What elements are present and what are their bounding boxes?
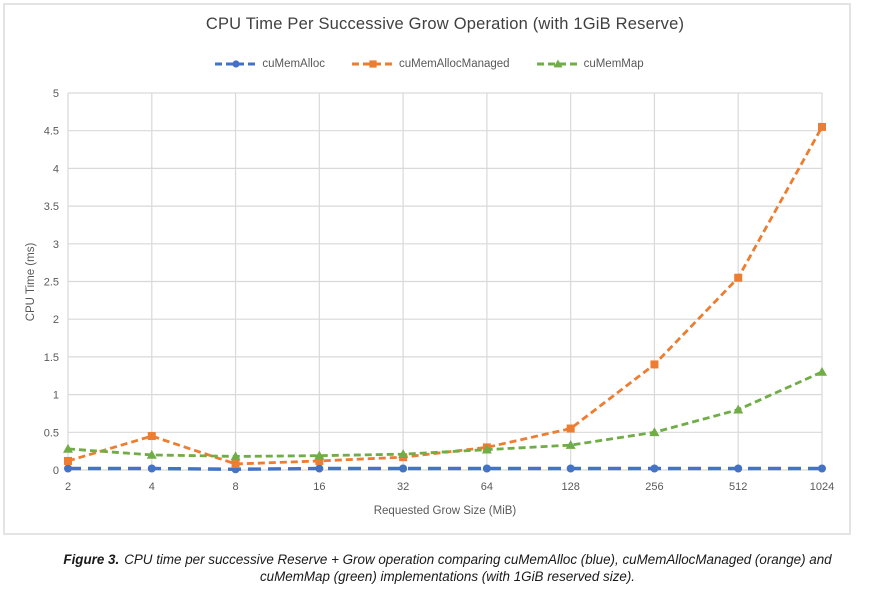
x-tick-label: 16 (313, 481, 325, 493)
data-point-cuMemMap (398, 449, 409, 458)
data-point-cuMemAlloc (566, 464, 575, 473)
data-point-cuMemAllocManaged (315, 456, 324, 465)
x-tick-label: 256 (645, 481, 663, 493)
plot-area: 0 0.5 1 1.5 2 2.5 3 3.5 4 4.5 5 2 4 8 16 32 64 128 256 512 1… (44, 88, 835, 493)
y-tick-label: 4 (53, 163, 59, 175)
y-tick-label: 1 (53, 390, 59, 402)
y-tick-label: 0.5 (44, 427, 59, 439)
legend-item-cuMemMap: cuMemMap (536, 57, 644, 71)
caption-text-line2: cuMemMap (green) implementations (with 1… (259, 569, 636, 584)
data-point-cuMemMap (553, 59, 563, 68)
x-tick-label: 32 (397, 481, 409, 493)
data-point-cuMemAlloc (64, 464, 72, 473)
legend-label: cuMemAllocManaged (398, 58, 510, 70)
x-tick-label: 1024 (810, 481, 834, 493)
chart-title: CPU Time Per Successive Grow Operation (… (205, 15, 685, 33)
data-point-cuMemAlloc (482, 464, 491, 473)
data-point-cuMemAllocManaged (64, 456, 72, 465)
x-tick-label: 64 (481, 481, 493, 493)
data-point-cuMemMap (817, 366, 827, 376)
data-point-cuMemMap (565, 440, 576, 449)
data-point-cuMemAlloc (734, 464, 743, 473)
data-point-cuMemMap (63, 443, 73, 453)
chart-container: 0 0.5 1 1.5 2 2.5 3 3.5 4 4.5 5 2 4 8 16 32 64 128 256 512 1… (3, 3, 851, 535)
legend-item-cuMemAlloc: cuMemAlloc (214, 57, 325, 71)
data-point-cuMemMap (733, 404, 744, 414)
x-tick-label: 2 (65, 481, 71, 493)
data-point-cuMemAllocManaged (369, 60, 377, 68)
y-tick-label: 5 (53, 88, 59, 100)
y-tick-label: 4.5 (44, 126, 59, 138)
x-tick-label: 128 (561, 481, 579, 493)
y-tick-label: 0 (53, 465, 59, 477)
data-point-cuMemAlloc (232, 60, 240, 68)
x-tick-label: 4 (149, 481, 155, 493)
legend-label: cuMemMap (583, 58, 644, 70)
data-point-cuMemAlloc (818, 464, 826, 473)
caption-text-line1: CPU time per successive Reserve + Grow o… (124, 552, 832, 567)
data-point-cuMemMap (481, 444, 492, 454)
chart-legend: cuMemAlloc cuMemAllocManaged cuMemMap (5, 57, 853, 71)
y-tick-label: 2.5 (44, 277, 59, 289)
data-point-cuMemMap (146, 449, 157, 459)
caption-label: Figure 3. (63, 552, 120, 567)
figure-caption: Figure 3. CPU time per successive Reserve… (0, 551, 895, 585)
x-tick-label: 512 (729, 481, 747, 493)
series-line-cuMemAllocManaged (67, 126, 824, 466)
legend-line-sample-cuMemAllocManaged (351, 60, 394, 68)
data-point-cuMemAllocManaged (147, 432, 156, 441)
y-axis-title: CPU Time (ms) (25, 242, 37, 322)
data-point-cuMemAlloc (147, 464, 156, 473)
legend-line-sample-cuMemMap (536, 59, 579, 68)
legend-item-cuMemAllocManaged: cuMemAllocManaged (351, 57, 510, 71)
data-point-cuMemMap (649, 427, 660, 437)
y-tick-label: 3 (53, 239, 59, 251)
legend-label: cuMemAlloc (262, 58, 325, 70)
x-tick-label: 8 (232, 481, 238, 493)
y-tick-label: 3.5 (44, 201, 59, 213)
legend-line-sample-cuMemAlloc (215, 60, 258, 68)
series-line-cuMemMap (67, 370, 823, 458)
data-point-cuMemAllocManaged (734, 273, 743, 282)
data-point-cuMemAlloc (315, 464, 324, 473)
data-point-cuMemMap (314, 450, 325, 460)
y-tick-label: 2 (53, 314, 59, 326)
data-point-cuMemAllocManaged (818, 122, 826, 131)
data-point-cuMemAllocManaged (231, 459, 240, 468)
data-point-cuMemAllocManaged (650, 360, 659, 369)
data-point-cuMemAlloc (650, 464, 659, 473)
x-axis-title: Requested Grow Size (MiB) (373, 505, 517, 517)
data-point-cuMemAllocManaged (566, 424, 575, 433)
data-point-cuMemAlloc (399, 464, 408, 473)
data-point-cuMemMap (230, 451, 241, 461)
series-line-cuMemAlloc (68, 466, 822, 471)
y-tick-label: 1.5 (44, 352, 59, 364)
